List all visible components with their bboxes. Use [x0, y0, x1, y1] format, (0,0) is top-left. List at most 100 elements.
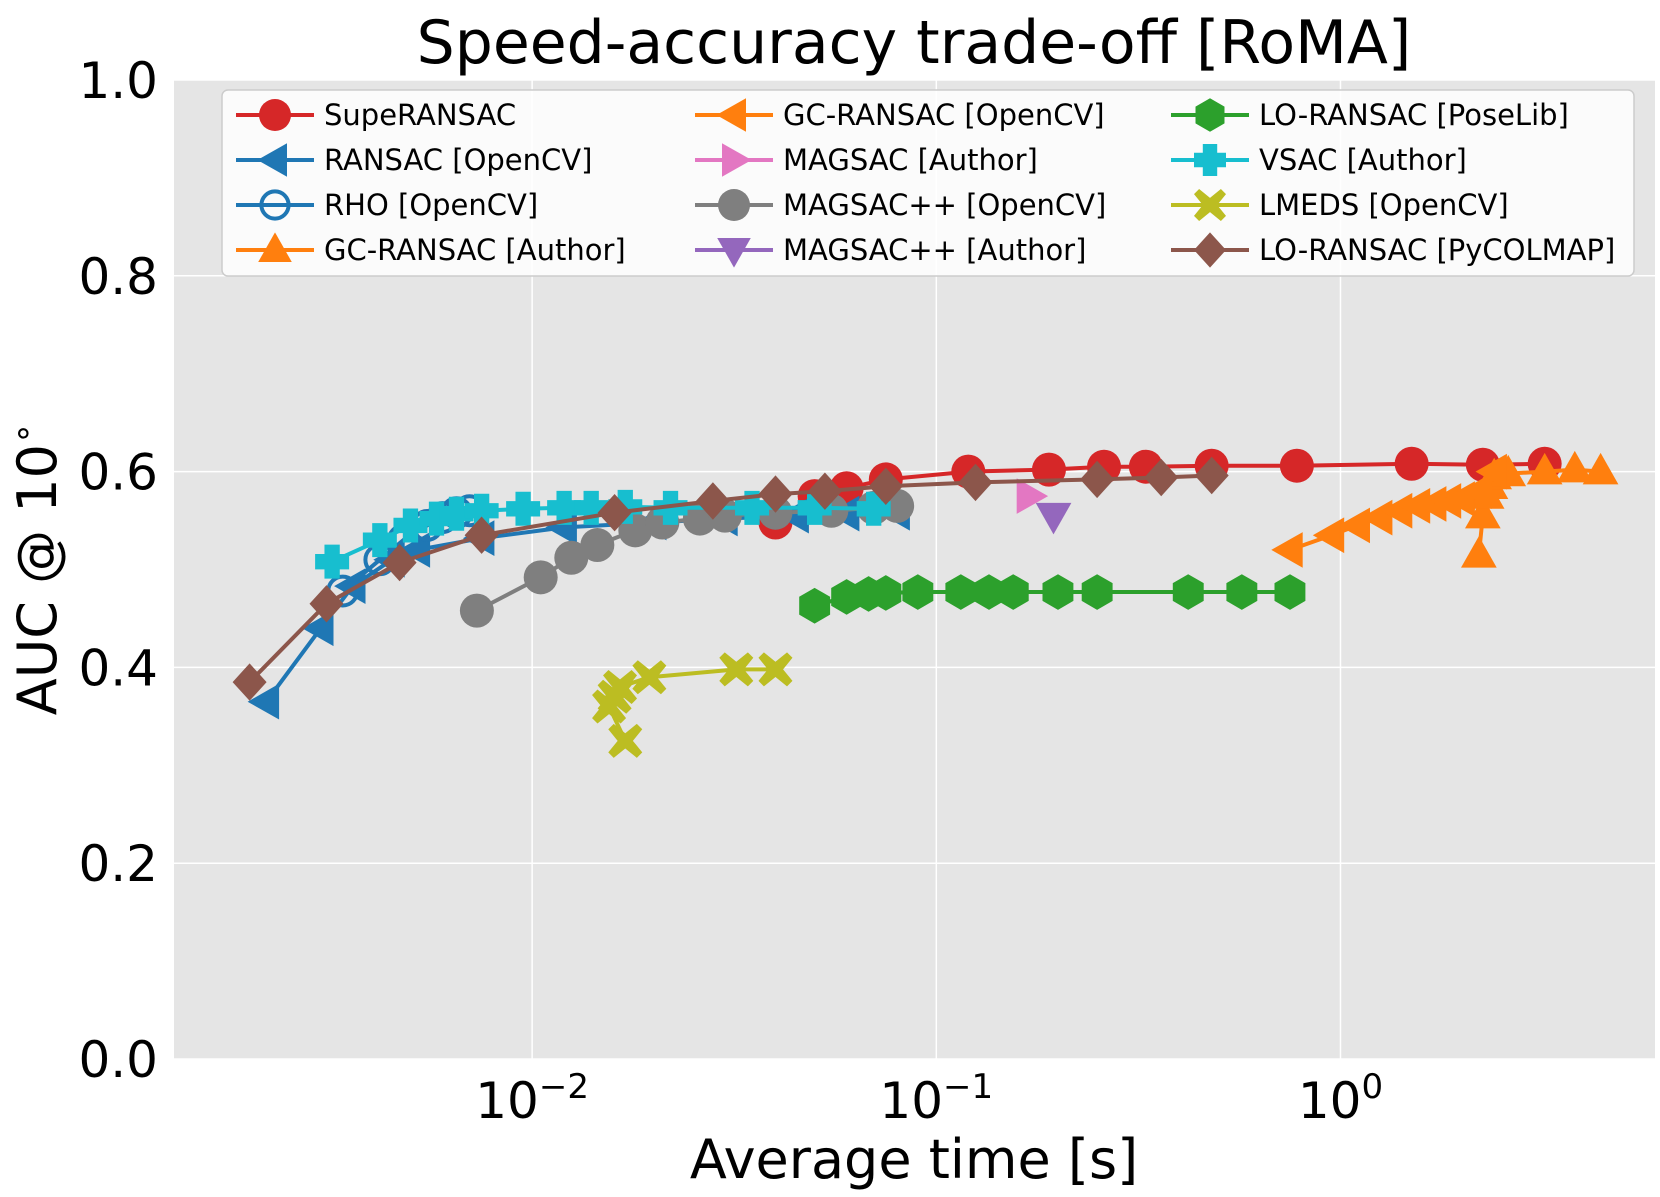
data-point [945, 574, 977, 610]
chart-title: Speed-accuracy trade-off [RoMA] [417, 8, 1412, 78]
legend-label: RANSAC [OpenCV] [324, 143, 592, 177]
data-point [870, 575, 902, 611]
x-tick-exponent: −2 [539, 1067, 589, 1107]
series-lmeds-opencv [592, 652, 793, 758]
data-point [247, 683, 280, 720]
series-magsac-author [1035, 502, 1072, 535]
data-point [758, 475, 793, 513]
legend-item: MAGSAC [Author] [695, 143, 1038, 177]
legend-label: MAGSAC++ [OpenCV] [783, 188, 1106, 222]
legend-marker [722, 143, 752, 177]
data-point [1414, 486, 1447, 522]
y-tick-label: 0.4 [78, 639, 158, 697]
data-point [309, 585, 344, 623]
data-point [1144, 458, 1179, 497]
legend-item: GC-RANSAC [OpenCV] [695, 98, 1105, 132]
data-point [547, 490, 582, 525]
legend-item: RHO [OpenCV] [236, 188, 538, 222]
x-tick-base: 10 [1298, 1072, 1362, 1130]
data-point [1460, 473, 1492, 509]
data-point [419, 501, 454, 536]
legend-marker [1194, 232, 1226, 268]
series-lo-ransac-pycolmap [232, 456, 1229, 701]
legend-item: VSAC [Author] [1171, 143, 1467, 177]
legend-label: GC-RANSAC [Author] [324, 233, 626, 267]
data-point [1394, 446, 1429, 481]
data-point [1429, 483, 1462, 519]
data-point [459, 593, 494, 628]
data-point [1380, 492, 1413, 529]
data-point [1172, 574, 1204, 610]
legend-marker [259, 189, 291, 221]
data-point [574, 490, 609, 525]
data-point [393, 508, 428, 543]
data-point [758, 652, 793, 687]
legend-item: LMEDS [OpenCV] [1171, 188, 1509, 222]
data-point [1398, 488, 1431, 524]
data-point [315, 544, 350, 579]
y-tick-label: 0.0 [78, 1031, 158, 1089]
legend-marker [717, 238, 751, 268]
x-tick-label: 10−2 [475, 1067, 589, 1130]
data-point [1279, 448, 1314, 483]
legend-label: GC-RANSAC [OpenCV] [783, 98, 1105, 132]
data-point [580, 528, 615, 563]
legend-marker [1194, 144, 1226, 176]
legend-label: RHO [OpenCV] [324, 188, 538, 222]
legend-item: MAGSAC++ [Author] [695, 233, 1086, 268]
data-point [1031, 452, 1066, 487]
data-point [1526, 452, 1563, 485]
y-axis-label-degree: ∘ [3, 423, 43, 444]
legend-item: GC-RANSAC [Author] [236, 232, 626, 267]
data-point [554, 540, 589, 575]
data-point [632, 660, 667, 695]
x-tick-exponent: −1 [943, 1067, 993, 1107]
data-point [1582, 452, 1619, 485]
series-lo-ransac-poselib [799, 574, 1306, 624]
x-tick-label: 10−1 [879, 1067, 993, 1130]
data-point [1461, 536, 1497, 568]
y-tick-label: 1.0 [78, 52, 158, 110]
series-gc-ransac-opencv [1271, 453, 1507, 568]
legend-item: LO-RANSAC [PoseLib] [1171, 98, 1569, 132]
data-point [597, 494, 632, 532]
x-axis-label: Average time [s] [690, 1128, 1138, 1191]
legend-item: LO-RANSAC [PyCOLMAP] [1171, 232, 1615, 268]
data-point [958, 463, 993, 502]
data-point [997, 574, 1029, 610]
legend-label: LO-RANSAC [PoseLib] [1259, 98, 1569, 132]
series-magsac-author [1016, 478, 1049, 514]
data-point [1035, 502, 1072, 535]
data-point [868, 467, 903, 505]
data-point [439, 496, 474, 531]
data-point [1016, 478, 1049, 514]
x-tick-label: 100 [1298, 1067, 1383, 1130]
data-point [1081, 574, 1113, 610]
data-point [362, 523, 397, 558]
svg-text:AUC @ 10∘: AUC @ 10∘ [3, 423, 69, 716]
legend-box [221, 89, 1635, 277]
legend-marker [259, 99, 291, 131]
data-point [232, 663, 267, 701]
legend: SupeRANSAC RANSAC [OpenCV] RHO [OpenCV] GC-… [221, 89, 1635, 277]
legend-label: MAGSAC [Author] [783, 143, 1038, 177]
data-point [382, 543, 417, 582]
legend-label: LO-RANSAC [PyCOLMAP] [1259, 233, 1615, 267]
data-point [902, 574, 934, 610]
data-point [1080, 460, 1115, 499]
data-point [1226, 574, 1258, 610]
x-tick-exponent: 0 [1361, 1067, 1383, 1107]
y-axis-label: AUC @ 10∘ [3, 423, 69, 716]
data-point [856, 491, 891, 526]
legend-marker [1194, 189, 1226, 221]
legend-label: SupeRANSAC [324, 98, 516, 132]
data-point [464, 516, 499, 554]
y-tick-label: 0.6 [78, 444, 158, 502]
legend-marker [257, 143, 287, 177]
data-point [1475, 453, 1507, 490]
legend-label: MAGSAC++ [Author] [783, 233, 1086, 267]
data-point [506, 491, 541, 526]
data-point [973, 574, 1005, 610]
data-point [799, 587, 831, 624]
legend-marker [258, 232, 292, 262]
